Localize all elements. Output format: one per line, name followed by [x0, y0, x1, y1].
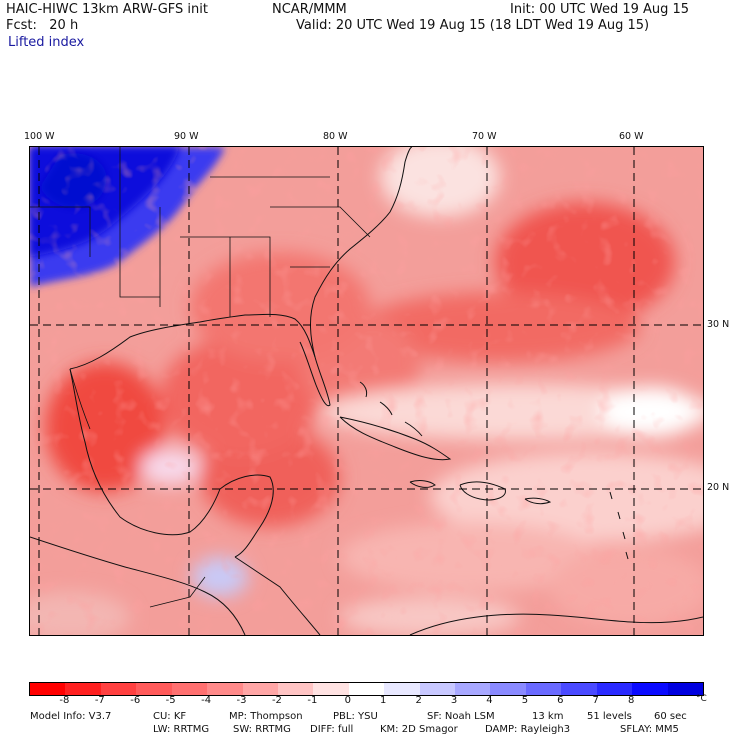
colorbar-swatch: [171, 683, 208, 695]
colorbar-tick-label: -7: [94, 695, 105, 706]
colorbar-unit: °C: [696, 694, 707, 704]
colorbar-tick-label: 6: [557, 695, 564, 706]
colorbar-tick-label: -8: [59, 695, 70, 706]
footer-levels: 51 levels: [587, 711, 632, 722]
valid-time: Valid: 20 UTC Wed 19 Aug 15 (18 LDT Wed …: [296, 18, 650, 33]
lon-label-60w: 60 W: [619, 131, 644, 142]
colorbar-swatch: [277, 683, 314, 695]
footer-model-info: Model Info: V3.7: [30, 711, 112, 722]
footer-mp: MP: Thompson: [229, 711, 303, 722]
colorbar-tick-label: -6: [130, 695, 141, 706]
colorbar-swatch: [455, 683, 491, 695]
footer-pbl: PBL: YSU: [333, 711, 378, 722]
colorbar-tick-label: -5: [165, 695, 176, 706]
colorbar-swatch: [667, 683, 704, 695]
footer-cu: CU: KF: [153, 711, 187, 722]
organization-label: NCAR/MMM: [272, 2, 347, 17]
footer-sflay: SFLAY: MM5: [620, 724, 679, 735]
footer-diff: DIFF: full: [310, 724, 354, 735]
footer-sw: SW: RRTMG: [233, 724, 291, 735]
lat-lon-grid: [30, 147, 703, 635]
forecast-hour: Fcst: 20 h: [6, 18, 79, 33]
lon-label-80w: 80 W: [323, 131, 348, 142]
colorbar-swatch: [242, 683, 278, 695]
footer-timestep: 60 sec: [654, 711, 687, 722]
footer-resolution: 13 km: [532, 711, 564, 722]
map-canvas: [30, 147, 703, 635]
colorbar-swatch: [419, 683, 456, 695]
colorbar-swatch: [30, 683, 66, 695]
colorbar-swatch: [490, 683, 526, 695]
lifted-index-map: [29, 146, 704, 636]
lat-label-30n: 30 N: [707, 319, 730, 330]
lon-label-100w: 100 W: [24, 131, 55, 142]
footer-lw: LW: RRTMG: [153, 724, 210, 735]
colorbar-swatch: [561, 683, 597, 695]
lon-label-70w: 70 W: [472, 131, 497, 142]
lon-label-90w: 90 W: [174, 131, 199, 142]
colorbar-tick-label: 1: [380, 695, 387, 706]
model-title: HAIC-HIWC 13km ARW-GFS init: [6, 2, 208, 17]
field-name: Lifted index: [8, 35, 85, 50]
political-borders: [30, 147, 371, 608]
colorbar-tick-label: -3: [236, 695, 247, 706]
colorbar-swatch: [100, 683, 137, 695]
colorbar-tick-label: -2: [271, 695, 282, 706]
colorbar-swatch: [65, 683, 101, 695]
lat-label-20n: 20 N: [707, 482, 730, 493]
colorbar-swatch: [525, 683, 562, 695]
colorbar-tick-label: -1: [307, 695, 318, 706]
colorbar-swatch: [348, 683, 385, 695]
colorbar-tick-label: 3: [450, 695, 458, 706]
colorbar-tick-label: 2: [415, 695, 422, 706]
footer-damp: DAMP: Rayleigh3: [485, 724, 571, 735]
colorbar-tick-label: 8: [627, 695, 635, 706]
colorbar-tick-label: -4: [201, 695, 212, 706]
coastlines: [30, 147, 703, 635]
footer-sf: SF: Noah LSM: [427, 711, 495, 722]
colorbar-tick-label: 0: [344, 695, 351, 706]
init-time: Init: 00 UTC Wed 19 Aug 15: [510, 2, 690, 17]
colorbar-swatch: [313, 683, 349, 695]
colorbar-swatch: [136, 683, 172, 695]
colorbar-tick-label: 5: [521, 695, 529, 706]
colorbar-tick-label: 7: [592, 695, 599, 706]
colorbar-swatch: [207, 683, 243, 695]
footer-km: KM: 2D Smagor: [380, 724, 458, 735]
colorbar: [29, 682, 704, 696]
colorbar-swatch: [632, 683, 668, 695]
colorbar-tick-label: 4: [486, 695, 493, 706]
colorbar-swatch: [384, 683, 420, 695]
colorbar-swatch: [596, 683, 633, 695]
